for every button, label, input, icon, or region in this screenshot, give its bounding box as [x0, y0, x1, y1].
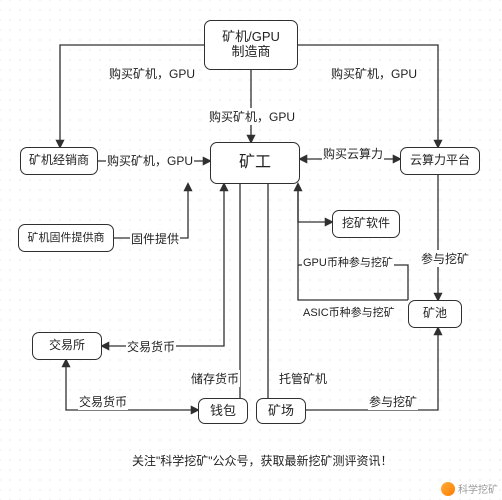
edge-10 — [298, 184, 408, 300]
watermark-text: 科学挖矿 — [458, 481, 498, 496]
edge-11 — [298, 184, 332, 222]
label-buy_cloud: 购买云算力 — [322, 145, 384, 162]
label-trade1: 交易货币 — [126, 338, 176, 355]
label-gpu_mine: GPU币种参与挖矿 — [302, 254, 394, 270]
label-join2: 参与挖矿 — [368, 393, 418, 410]
label-asic_mine: ASIC币种参与挖矿 — [302, 304, 396, 320]
label-store: 储存货币 — [190, 370, 240, 387]
label-buy_left: 购买矿机，GPU — [108, 65, 196, 82]
weibo-logo-icon — [441, 482, 455, 496]
node-dealer: 矿机经销商 — [20, 147, 98, 175]
label-hosting: 托管矿机 — [278, 370, 328, 387]
node-manufacturer: 矿机/GPU制造商 — [204, 20, 298, 70]
node-farm: 矿场 — [256, 398, 306, 424]
edge-12 — [298, 265, 408, 300]
node-firmware: 矿机固件提供商 — [18, 224, 114, 252]
node-cloud: 云算力平台 — [400, 147, 480, 175]
node-software: 挖矿软件 — [332, 210, 400, 238]
node-exchange: 交易所 — [32, 332, 102, 360]
label-buy_dealer: 购买矿机，GPU — [106, 152, 194, 169]
label-trade2: 交易货币 — [78, 393, 128, 410]
node-wallet: 钱包 — [198, 398, 248, 424]
weibo-watermark: 科学挖矿 — [441, 481, 498, 496]
edge-6 — [102, 184, 224, 346]
node-miner: 矿工 — [210, 142, 300, 184]
edge-1 — [298, 45, 438, 147]
label-buy_right: 购买矿机，GPU — [330, 65, 418, 82]
label-join1: 参与挖矿 — [420, 250, 470, 267]
footer-caption: 关注"科学挖矿"公众号，获取最新挖矿测评资讯！ — [132, 452, 393, 469]
node-pool: 矿池 — [408, 300, 462, 328]
label-firmware_supply: 固件提供 — [130, 230, 180, 247]
label-buy_down: 购买矿机，GPU — [208, 108, 296, 125]
edge-0 — [60, 45, 204, 147]
